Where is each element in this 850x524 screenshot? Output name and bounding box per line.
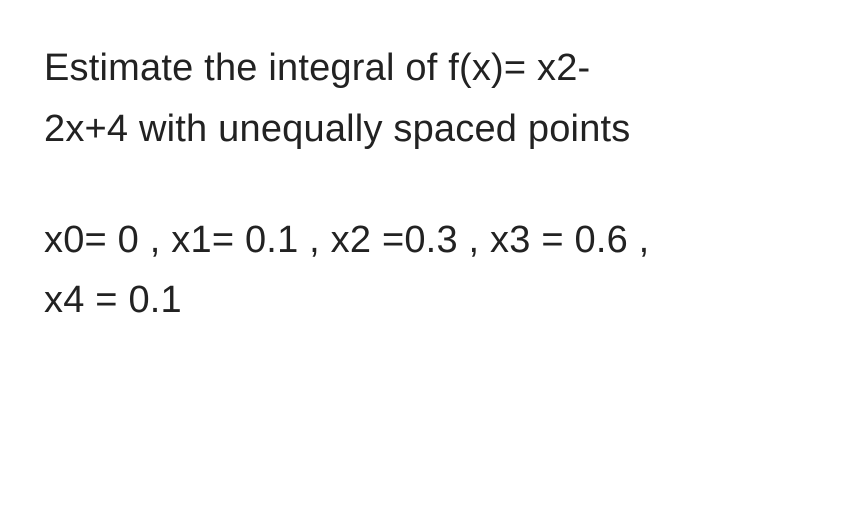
paragraph-gap: [44, 160, 806, 210]
text-line-1: Estimate the integral of f(x)= x2-: [44, 38, 806, 99]
text-line-4: x4 = 0.1: [44, 270, 806, 331]
question-block: Estimate the integral of f(x)= x2- 2x+4 …: [0, 0, 850, 331]
text-line-3: x0= 0 , x1= 0.1 , x2 =0.3 , x3 = 0.6 ,: [44, 210, 806, 271]
text-line-2: 2x+4 with unequally spaced points: [44, 99, 806, 160]
